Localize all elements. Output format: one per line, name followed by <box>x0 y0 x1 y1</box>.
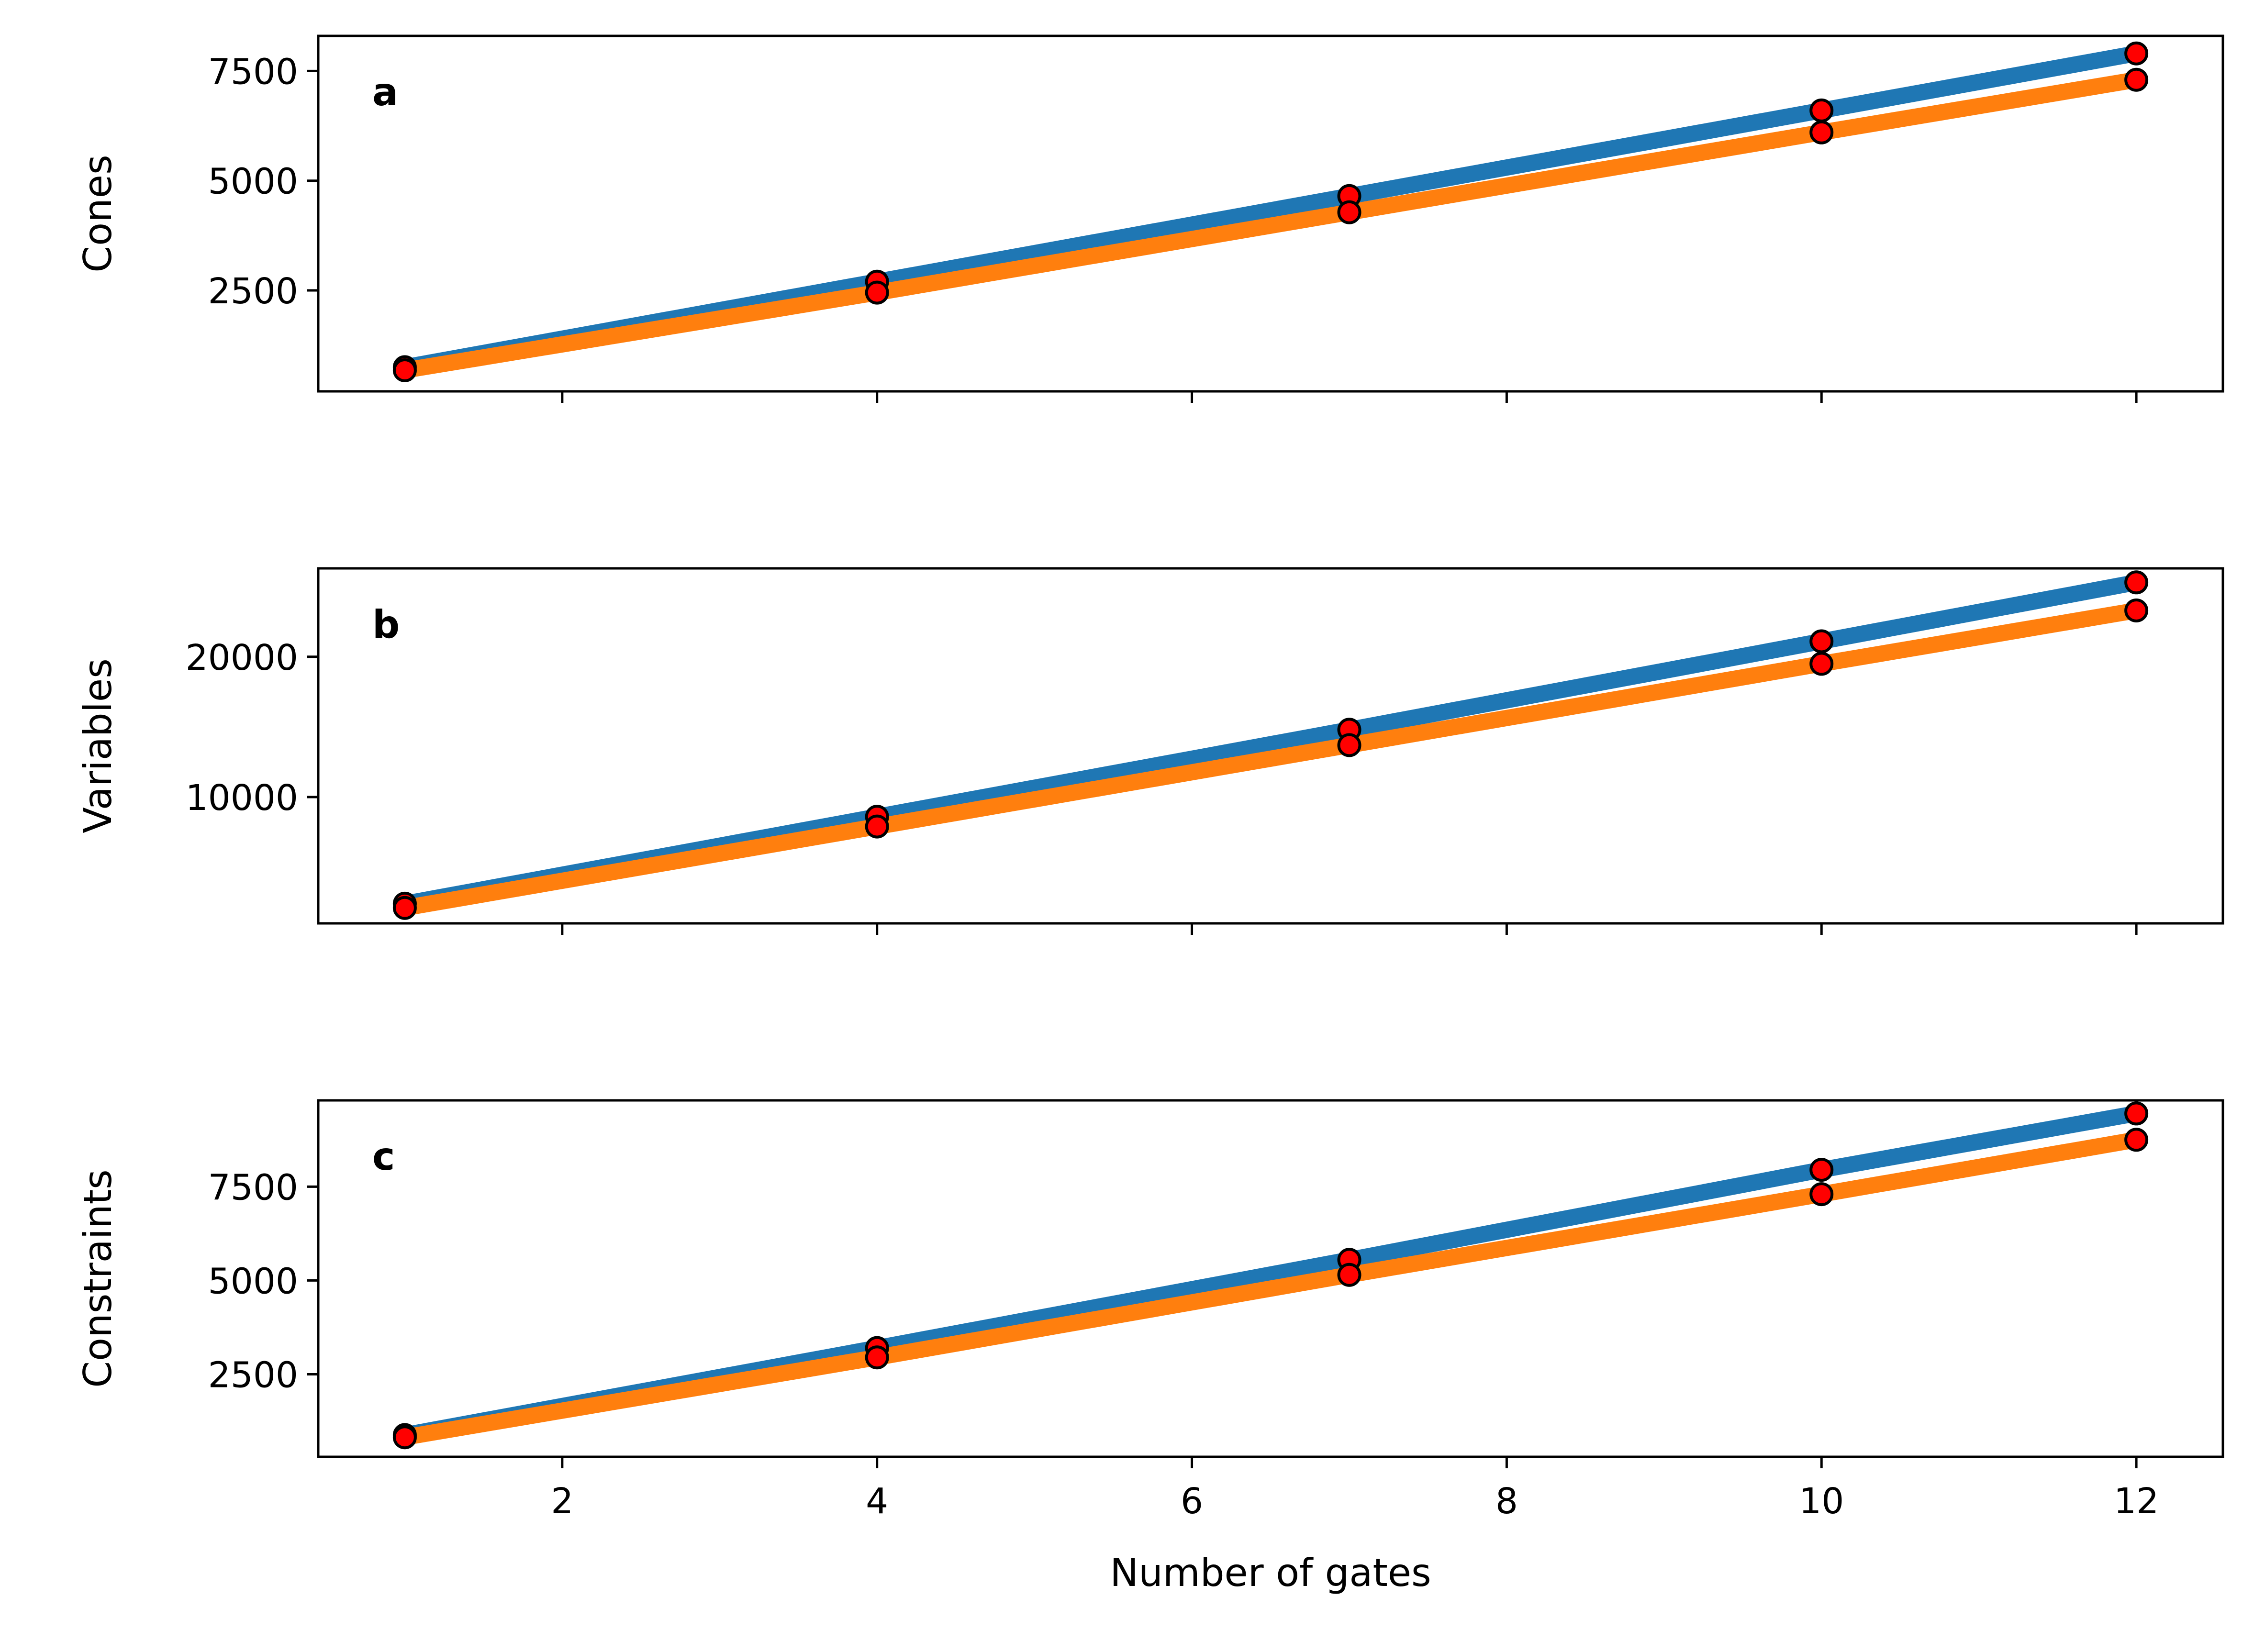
data-point <box>2124 570 2149 595</box>
panel-a: 2500 5000 7500 Cones a <box>76 34 2224 403</box>
data-point <box>1809 629 1834 654</box>
series-line-2 <box>403 1131 2138 1445</box>
data-point <box>2124 599 2149 622</box>
y-tick-label: 2500 <box>208 1354 298 1396</box>
data-point <box>865 1345 889 1370</box>
data-point <box>1809 98 1834 122</box>
data-point <box>1809 1182 1834 1207</box>
y-axis-label: Cones <box>76 155 120 272</box>
x-axis-label: Number of gates <box>1110 1551 1431 1595</box>
data-point <box>392 358 417 382</box>
data-point <box>392 1425 417 1450</box>
data-point <box>1337 1263 1361 1287</box>
series-line-2 <box>403 71 2138 378</box>
panel-b: 10000 20000 Variables b <box>76 567 2224 935</box>
y-axis-label: Variables <box>76 658 120 833</box>
panel-c: 2 4 6 8 10 12 2500 5000 7500 Constraints c Number o… <box>76 1099 2224 1595</box>
panel-letter: b <box>372 602 400 647</box>
panel-letter: a <box>372 70 398 114</box>
axes-frame <box>317 567 2224 925</box>
x-tick-label: 2 <box>551 1481 573 1522</box>
data-point <box>1809 1158 1834 1182</box>
series-line-2 <box>403 602 2138 916</box>
y-tick-label: 2500 <box>208 271 298 312</box>
axes-frame <box>317 1099 2224 1458</box>
y-tick-label: 10000 <box>186 777 298 819</box>
x-tick-label: 8 <box>1495 1481 1518 1522</box>
y-tick-label: 7500 <box>208 1167 298 1208</box>
data-point <box>2124 1101 2149 1126</box>
data-point <box>2124 67 2149 92</box>
data-point <box>392 896 417 920</box>
x-tick-label: 10 <box>1799 1481 1844 1522</box>
y-tick-label: 7500 <box>208 51 298 92</box>
panel-letter: c <box>372 1134 395 1179</box>
x-tick-label: 6 <box>1181 1481 1203 1522</box>
x-tick-label: 12 <box>2114 1481 2159 1522</box>
data-point <box>2124 41 2149 66</box>
y-axis-label: Constraints <box>76 1169 120 1387</box>
data-point <box>865 280 889 305</box>
data-point <box>1337 733 1361 757</box>
data-point <box>1809 652 1834 676</box>
y-tick-label: 5000 <box>208 161 298 202</box>
x-tick-label: 4 <box>866 1481 888 1522</box>
data-point <box>1337 200 1361 224</box>
data-point <box>1809 120 1834 144</box>
y-tick-label: 20000 <box>186 637 298 678</box>
y-tick-label: 5000 <box>208 1261 298 1302</box>
axes-frame <box>317 34 2224 393</box>
data-point <box>2124 1128 2149 1152</box>
data-point <box>865 814 889 839</box>
